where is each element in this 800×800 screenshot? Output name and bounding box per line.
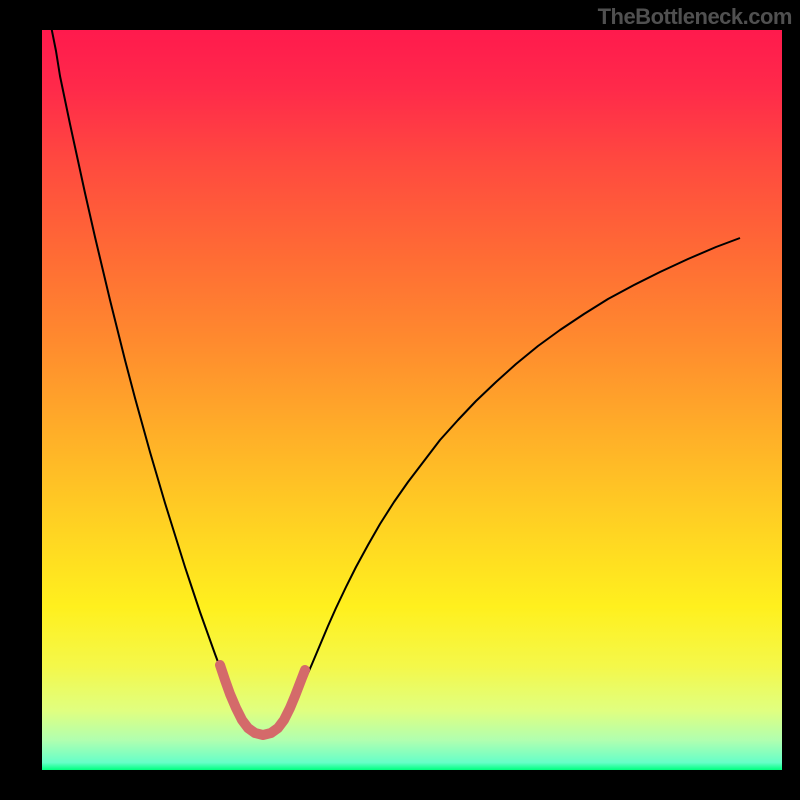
watermark-text: TheBottleneck.com [598,4,792,30]
bottleneck-chart [0,0,800,800]
chart-container: TheBottleneck.com [0,0,800,800]
gradient-plot-area [42,30,782,770]
